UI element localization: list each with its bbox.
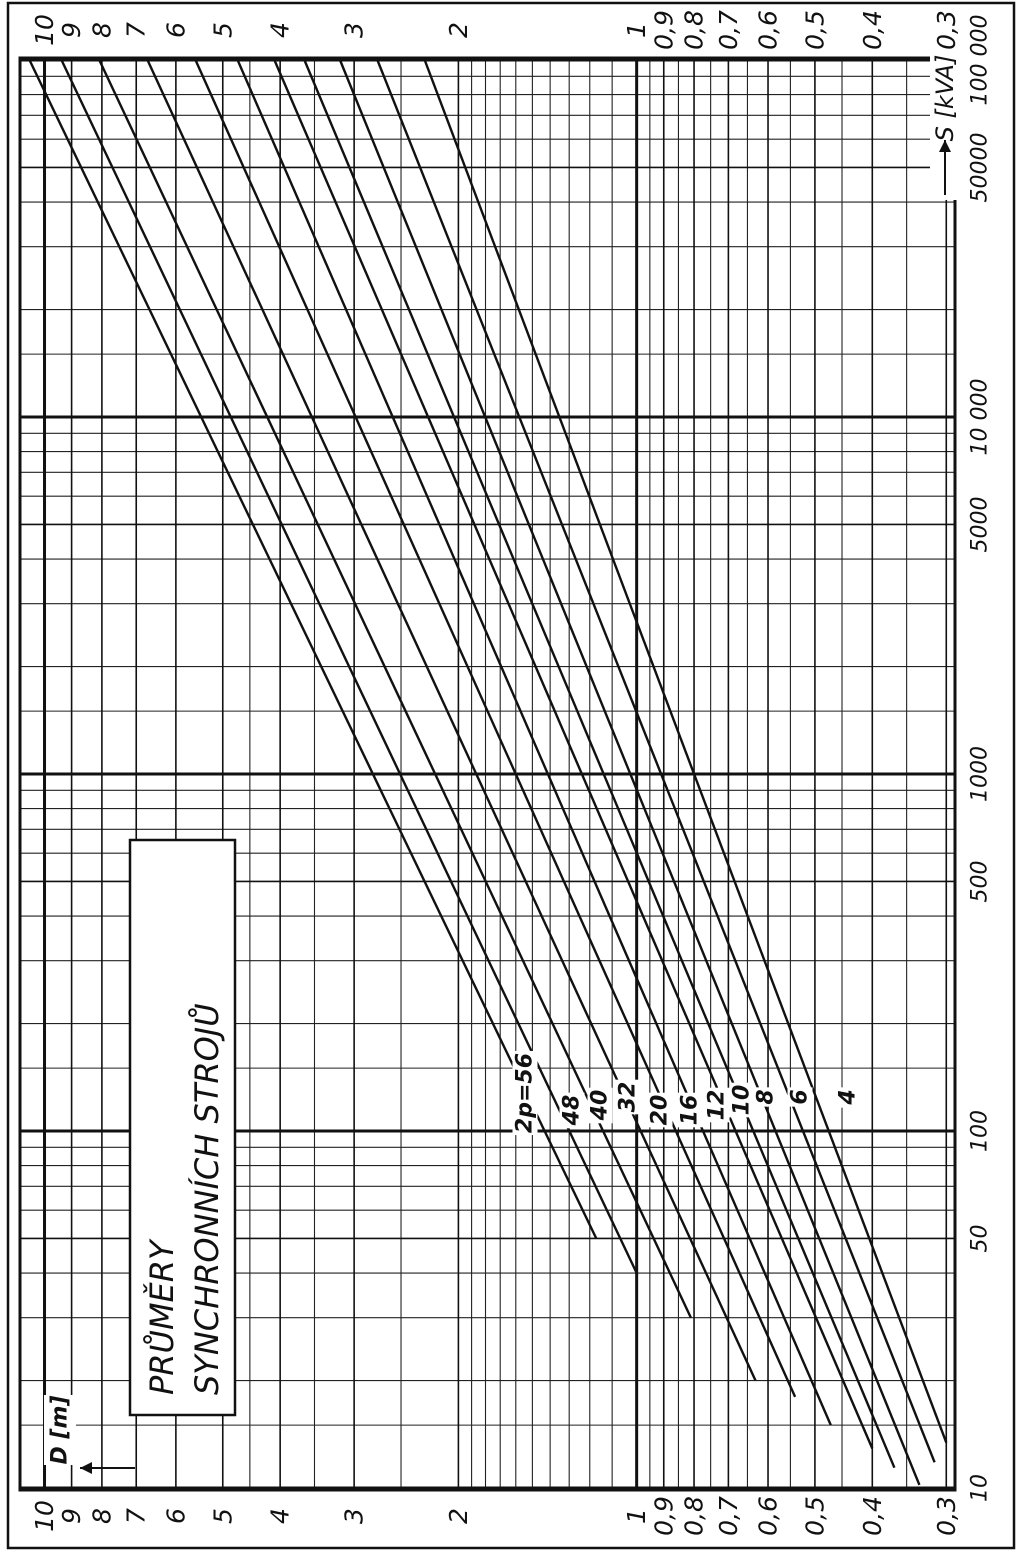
y-tick-label: 5 xyxy=(208,1508,237,1524)
y-tick-label: 3 xyxy=(340,1508,369,1524)
grid xyxy=(20,58,955,1490)
series-label-bg xyxy=(835,1087,861,1108)
series-line xyxy=(236,59,832,1426)
chart-subtitle: SYNCHRONNÍCH STROJŮ xyxy=(188,1003,226,1395)
series-label-bg xyxy=(615,1079,641,1115)
y-tick-label: 8 xyxy=(87,1508,116,1524)
y-tick-label: 10 xyxy=(30,14,59,46)
x-tick-label: 100 000 xyxy=(968,15,993,106)
series-line xyxy=(28,59,598,1240)
y-tick-label: 0,5 xyxy=(800,1496,829,1536)
chart-title: PRŮMĚRY xyxy=(143,1238,181,1395)
series-line xyxy=(146,59,757,1382)
y-tick-label: 8 xyxy=(87,22,116,38)
series-line xyxy=(273,59,874,1449)
series-label: 40 xyxy=(588,1090,613,1122)
y-tick-label: 0,9 xyxy=(649,10,678,50)
series-label: 32 xyxy=(616,1082,641,1113)
y-tick-label: 6 xyxy=(161,1508,190,1524)
y-tick-label: 1 xyxy=(622,1508,651,1524)
y-tick-label: 2 xyxy=(444,22,473,38)
x-tick-label: 500 xyxy=(968,860,993,902)
series-label-bg xyxy=(704,1087,730,1123)
series-line xyxy=(423,59,948,1444)
series-label: 6 xyxy=(788,1089,813,1104)
y-tick-label: 0,6 xyxy=(754,10,783,50)
y-tick-label: 4 xyxy=(266,22,295,38)
series-label-bg xyxy=(559,1092,585,1129)
series-label: 20 xyxy=(648,1095,673,1126)
outer-frame xyxy=(6,1,1016,1550)
y-axis-label: D [m] xyxy=(48,1396,73,1465)
y-tick-label: 0,5 xyxy=(800,10,829,50)
y-tick-label: 0,4 xyxy=(858,1496,887,1536)
series-label-bg xyxy=(587,1087,613,1124)
y-tick-label: 7 xyxy=(122,1508,151,1524)
series-label-bg xyxy=(647,1092,673,1128)
series-label-bg xyxy=(787,1087,813,1107)
series-label-bg xyxy=(729,1082,755,1118)
y-tick-label: 6 xyxy=(161,22,190,38)
series-label-bg xyxy=(753,1087,779,1107)
y-tick-label: 0,3 xyxy=(932,10,961,50)
y-tick-label: 10 xyxy=(30,1500,59,1532)
series-line xyxy=(338,59,921,1486)
y-tick-label: 0,3 xyxy=(932,1496,961,1536)
series-label: 2p=56 xyxy=(513,1053,538,1133)
y-tick-label: 4 xyxy=(266,1508,295,1524)
series-label: 16 xyxy=(678,1095,703,1126)
x-tick-label: 10 xyxy=(968,1474,993,1502)
x-tick-label: 10 000 xyxy=(968,379,993,456)
y-axis-arrowhead xyxy=(80,1462,92,1474)
y-tick-label: 0,6 xyxy=(754,1496,783,1536)
x-tick-label: 5000 xyxy=(968,496,993,552)
series-label: 8 xyxy=(754,1089,779,1104)
title-box xyxy=(128,838,237,1417)
y-tick-label: 0,9 xyxy=(649,1496,678,1536)
y-tick-label: 0,8 xyxy=(680,1496,709,1536)
series-label: 12 xyxy=(705,1090,730,1121)
series-label-bg xyxy=(677,1092,703,1128)
y-tick-label: 2 xyxy=(444,1508,473,1524)
y-tick-label: 0,8 xyxy=(680,10,709,50)
x-tick-label: 50000 xyxy=(968,132,993,202)
y-tick-label: 7 xyxy=(122,22,151,38)
x-tick-label: 100 xyxy=(968,1110,993,1152)
series-line xyxy=(376,59,936,1463)
series-line xyxy=(60,59,638,1274)
y-tick-label: 0,7 xyxy=(714,10,743,50)
y-tick-label: 3 xyxy=(340,22,369,38)
series-label: 4 xyxy=(836,1089,861,1105)
x-axis-label: S [kVA] xyxy=(931,55,959,142)
x-tick-label: 50 xyxy=(968,1224,993,1252)
y-tick-label: 9 xyxy=(57,22,86,38)
y-tick-label: 1 xyxy=(622,22,651,38)
labels: 10109988776655443322110,90,90,80,80,70,7… xyxy=(30,10,992,1536)
y-tick-label: 0,7 xyxy=(714,1496,743,1536)
y-tick-label: 9 xyxy=(57,1508,86,1524)
y-tick-label: 5 xyxy=(208,22,237,38)
series-label: 48 xyxy=(560,1095,585,1127)
series-line xyxy=(194,59,797,1398)
y-tick-label: 0,4 xyxy=(858,10,887,50)
series-label: 10 xyxy=(730,1085,755,1116)
plot-frame xyxy=(18,56,957,1492)
series-lines xyxy=(28,59,948,1486)
x-tick-label: 1000 xyxy=(968,746,993,802)
y-label-bg xyxy=(44,1395,76,1465)
series-label-bg xyxy=(512,1050,538,1136)
series-line xyxy=(303,59,896,1469)
x-axis-arrowhead xyxy=(939,140,951,152)
